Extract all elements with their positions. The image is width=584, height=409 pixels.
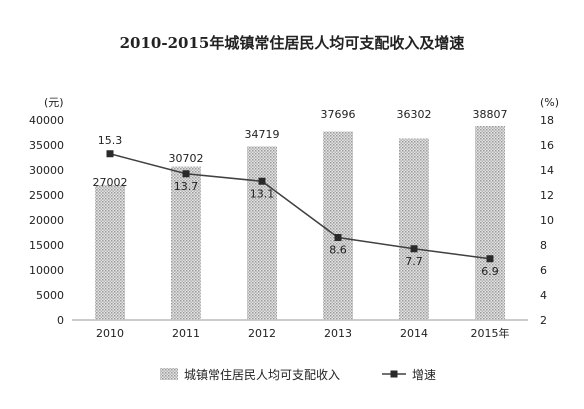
chart-title: 2010-2015年城镇常住居民人均可支配收入及增速 [119, 34, 465, 52]
right-axis-unit: (%) [540, 96, 559, 109]
growth-point [182, 170, 190, 178]
right-tick-label: 12 [540, 189, 554, 202]
left-tick-label: 10000 [29, 264, 64, 277]
left-axis-unit: (元) [44, 96, 64, 109]
left-tick-label: 35000 [29, 139, 64, 152]
x-category-label: 2010 [96, 327, 124, 340]
left-tick-label: 40000 [29, 114, 64, 127]
left-axis-ticks: 0 5000 10000 15000 20000 25000 30000 35000 40000 [29, 114, 64, 327]
bar-value-label: 27002 [93, 176, 128, 189]
right-tick-label: 6 [540, 264, 547, 277]
left-tick-label: 30000 [29, 164, 64, 177]
growth-line [109, 153, 491, 260]
right-tick-label: 2 [540, 314, 547, 327]
bar-value-label: 30702 [169, 152, 204, 165]
income-bar [247, 146, 277, 320]
x-category-label: 2013 [324, 327, 352, 340]
income-bars: 27002 30702 34719 37696 36302 38807 [93, 108, 508, 320]
x-axis-categories: 2010 2011 2012 2013 2014 2015年 [96, 326, 510, 340]
growth-value-label: 13.1 [250, 187, 275, 200]
bar-value-label: 36302 [397, 108, 432, 121]
growth-point [334, 234, 342, 241]
growth-point [106, 150, 114, 158]
x-category-label: 2011 [172, 327, 200, 340]
legend: 城镇常住居民人均可支配收入 增速 [160, 368, 436, 382]
income-bar [95, 184, 125, 320]
income-bar [323, 131, 353, 320]
bar-value-label: 37696 [321, 108, 356, 121]
growth-value-label: 8.6 [329, 244, 347, 257]
x-category-label: 2014 [400, 327, 428, 340]
left-tick-label: 20000 [29, 214, 64, 227]
right-tick-label: 16 [540, 139, 554, 152]
legend-bar-swatch [160, 368, 178, 380]
right-tick-label: 14 [540, 164, 554, 177]
x-category-label: 2015年 [471, 326, 510, 340]
growth-point [486, 255, 494, 263]
bar-value-label: 34719 [245, 128, 280, 141]
left-tick-label: 25000 [29, 189, 64, 202]
right-tick-label: 10 [540, 214, 554, 227]
left-tick-label: 15000 [29, 239, 64, 252]
growth-point [258, 177, 266, 185]
x-category-label: 2012 [248, 327, 276, 340]
right-axis-ticks: 2 4 6 8 10 12 14 16 18 [540, 114, 554, 327]
growth-value-label: 13.7 [174, 180, 199, 193]
income-bar [399, 138, 429, 320]
right-tick-label: 18 [540, 114, 554, 127]
growth-value-label: 7.7 [405, 255, 423, 268]
bar-value-label: 38807 [473, 108, 508, 121]
legend-line-label: 增速 [412, 368, 436, 382]
legend-bar-label: 城镇常住居民人均可支配收入 [184, 368, 340, 382]
growth-point [410, 245, 418, 253]
right-tick-label: 4 [540, 289, 547, 302]
right-tick-label: 8 [540, 239, 547, 252]
income-bar [171, 166, 201, 320]
legend-line-marker [390, 370, 398, 378]
growth-value-label: 15.3 [98, 134, 123, 147]
growth-line-series: 15.3 13.7 13.1 8.6 7.7 6.9 [98, 134, 499, 278]
left-tick-label: 5000 [36, 289, 64, 302]
income-bar [475, 125, 505, 320]
left-tick-label: 0 [57, 314, 64, 327]
growth-value-label: 6.9 [481, 265, 499, 278]
